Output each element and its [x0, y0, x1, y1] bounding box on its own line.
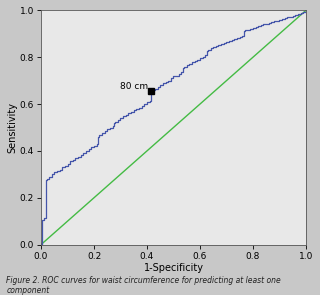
Text: 80 cm: 80 cm [121, 82, 148, 91]
Y-axis label: Sensitivity: Sensitivity [7, 102, 17, 153]
X-axis label: 1-Specificity: 1-Specificity [143, 263, 204, 273]
Text: Figure 2. ROC curves for waist circumference for predicting at least one compone: Figure 2. ROC curves for waist circumfer… [6, 276, 281, 295]
